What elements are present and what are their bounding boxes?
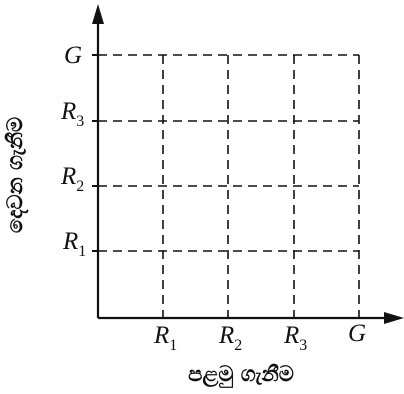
- y-axis-title: දෙවන ගැනීම: [3, 117, 29, 233]
- y-label-r1: R1: [62, 228, 86, 260]
- y-label-r3: R3: [60, 98, 84, 130]
- x-axis-title: පළමු ගැනීම: [188, 362, 294, 389]
- x-label-r1: R1: [153, 322, 177, 354]
- y-label-r2: R2: [60, 163, 84, 195]
- x-label-g: G: [348, 320, 366, 347]
- x-label-r2: R2: [218, 322, 242, 354]
- x-label-r3: R3: [283, 322, 307, 354]
- x-axis-arrow: [384, 312, 404, 324]
- y-label-g: G: [64, 42, 82, 69]
- y-axis-arrow: [92, 4, 104, 24]
